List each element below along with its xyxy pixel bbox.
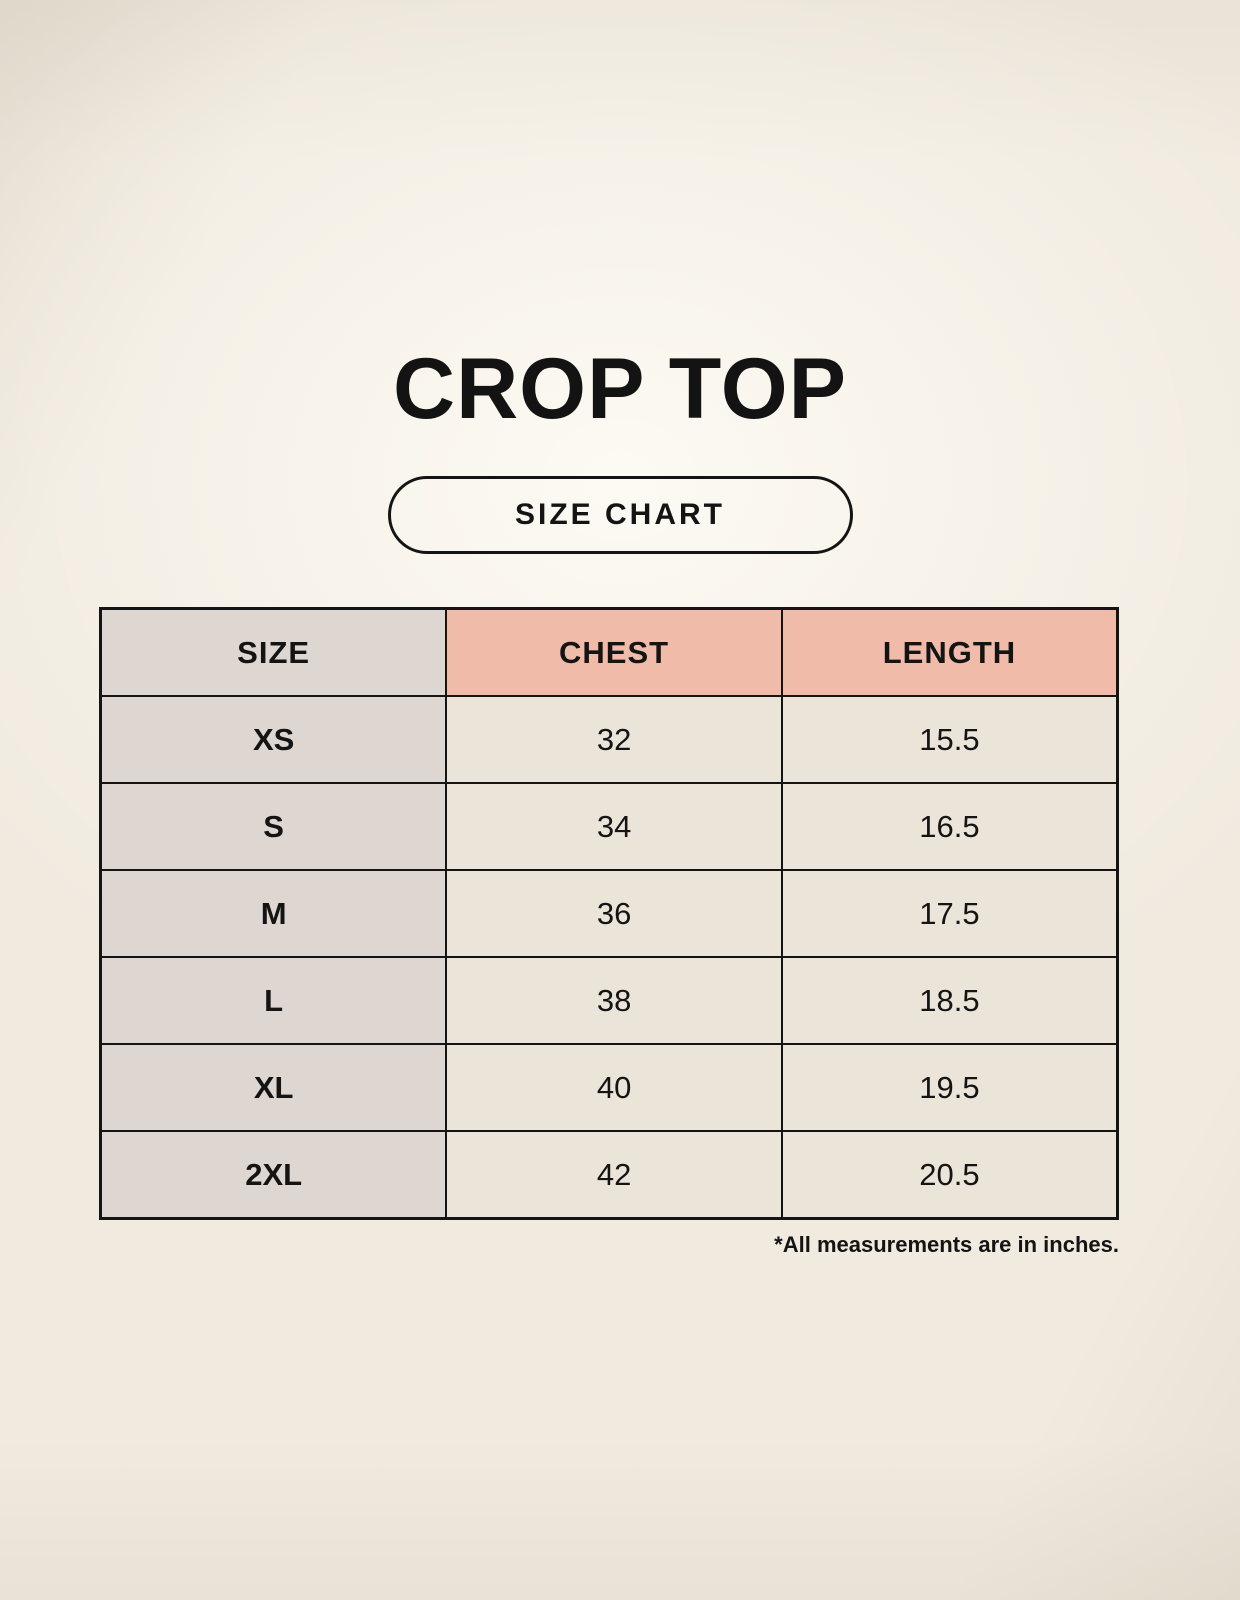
chest-cell: 38 [445, 956, 783, 1045]
header-length: LENGTH [780, 607, 1119, 697]
size-cell: 2XL [99, 1130, 448, 1220]
size-cell: XL [99, 1043, 448, 1132]
chest-cell: 32 [445, 695, 783, 784]
size-table-body: XS 32 15.5 S 34 16.5 M 36 17.5 L 38 18.5 XL 40 19.5 2XL… [99, 695, 1119, 1220]
chest-cell: 36 [445, 869, 783, 958]
table-row: XS 32 15.5 [99, 695, 1119, 784]
length-cell: 17.5 [780, 869, 1119, 958]
length-cell: 15.5 [780, 695, 1119, 784]
size-cell: M [99, 869, 448, 958]
length-cell: 20.5 [780, 1130, 1119, 1220]
header-size: SIZE [99, 607, 448, 697]
table-row: 2XL 42 20.5 [99, 1130, 1119, 1220]
size-cell: S [99, 782, 448, 871]
length-cell: 18.5 [780, 956, 1119, 1045]
chest-cell: 42 [445, 1130, 783, 1220]
table-header-row: SIZE CHEST LENGTH [99, 607, 1119, 697]
chest-cell: 40 [445, 1043, 783, 1132]
header-chest: CHEST [445, 607, 783, 697]
product-title: CROP TOP [392, 341, 848, 437]
size-cell: XS [99, 695, 448, 784]
size-table: SIZE CHEST LENGTH XS 32 15.5 S 34 16.5 M 36 17.5… [99, 607, 1119, 1220]
size-chart-badge: SIZE CHART [387, 476, 853, 554]
length-cell: 16.5 [780, 782, 1119, 871]
table-row: M 36 17.5 [99, 869, 1119, 958]
size-cell: L [99, 956, 448, 1045]
table-row: XL 40 19.5 [99, 1043, 1119, 1132]
measurement-footnote: *All measurements are in inches. [774, 1232, 1119, 1257]
table-row: S 34 16.5 [99, 782, 1119, 871]
length-cell: 19.5 [780, 1043, 1119, 1132]
table-row: L 38 18.5 [99, 956, 1119, 1045]
size-chart-badge-label: SIZE CHART [515, 498, 725, 531]
chest-cell: 34 [445, 782, 783, 871]
